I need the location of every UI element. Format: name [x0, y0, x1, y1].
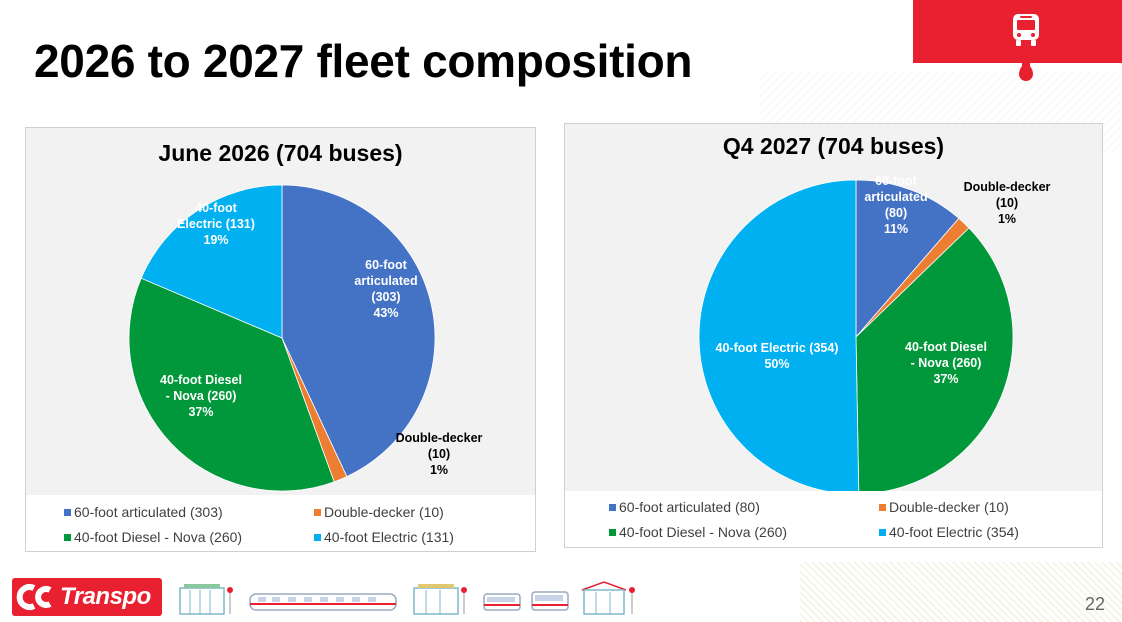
legend-swatch: [879, 528, 886, 536]
legend-label: 60-foot articulated (80): [619, 499, 760, 515]
station-icon: [179, 584, 233, 615]
legend-swatch: [64, 508, 71, 516]
legend-item-40-foot-electric: 40-foot Electric (354): [879, 524, 1109, 540]
train-icon: [249, 593, 397, 611]
legend-label: 60-foot articulated (303): [74, 504, 223, 520]
page-number: 22: [1085, 594, 1106, 614]
pie-slice-40-foot-electric: [140, 184, 283, 339]
pie-chart: 60-foot articulated (80) 11% Double-decker (1…: [698, 174, 1051, 495]
legend-label: 40-foot Electric (354): [889, 524, 1019, 540]
data-label-double-decker: Double-decker (10) 1%: [396, 431, 483, 477]
legend-item-double-decker: Double-decker (10): [879, 499, 1109, 515]
legend-swatch: [64, 533, 71, 541]
chart-panel-june-2026: June 2026 (704 buses) 60-foot articulated…: [25, 127, 536, 552]
bus-icon: [483, 593, 521, 611]
legend-swatch: [314, 508, 321, 516]
pie-slice-40-foot-diesel-nova: [855, 227, 1014, 495]
data-label-60-foot-articulated: 60-foot articulated (80) 11%: [864, 174, 927, 236]
legend-item-60-foot-articulated: 60-foot articulated (303): [64, 504, 314, 520]
station-icon: [581, 581, 635, 615]
legend-area: [565, 491, 1102, 547]
data-label-40-foot-electric: 40-foot Electric (354) 50%: [716, 341, 839, 371]
legend-swatch: [314, 533, 321, 541]
legend-label: Double-decker (10): [324, 504, 444, 520]
bus-icon: [1013, 14, 1039, 46]
legend-label: 40-foot Diesel - Nova (260): [619, 524, 788, 540]
data-label-40-foot-diesel-nova: 40-foot Diesel - Nova (260) 37%: [160, 373, 242, 419]
pie-chart: 60-foot articulated (303) 43% Double-decker(…: [128, 184, 483, 492]
chart-title: Q4 2027 (704 buses): [722, 133, 945, 159]
data-label-40-foot-diesel-nova: 40-foot Diesel - Nova (260) 37%: [905, 340, 987, 386]
legend-item-double-decker: Double-decker (10): [314, 504, 544, 520]
banner-drop-icon: [1019, 60, 1033, 81]
data-label-60-foot-articulated: 60-foot articulated (303) 43%: [354, 258, 417, 320]
legend-item-60-foot-articulated: 60-foot articulated (80): [609, 499, 879, 515]
bus-icon: [531, 591, 569, 611]
data-label-double-decker: Double-decker (10) 1%: [964, 180, 1051, 226]
pie-slice-60-foot-articulated: [281, 184, 436, 478]
chart-legend: 60-foot articulated (80) Double-decker (1…: [609, 499, 1109, 540]
page-title: 2026 to 2027 fleet composition: [34, 35, 693, 87]
logo-text: Transpo: [60, 583, 151, 610]
pie-slice-60-foot-articulated: [855, 179, 960, 339]
legend-swatch: [879, 503, 886, 511]
chart-legend: 60-foot articulated (303) Double-decker (…: [64, 504, 544, 545]
legend-label: Double-decker (10): [889, 499, 1009, 515]
data-label-40-foot-electric: 40-foot Electric (131) 19%: [177, 201, 255, 247]
footer-texture: [800, 562, 1122, 622]
legend-label: 40-foot Electric (131): [324, 529, 454, 545]
legend-item-40-foot-electric: 40-foot Electric (131): [314, 529, 544, 545]
oc-logo-icon: [16, 584, 52, 610]
legend-item-40-foot-diesel-nova: 40-foot Diesel - Nova (260): [64, 529, 314, 545]
legend-area: [26, 495, 535, 551]
legend-swatch: [609, 528, 616, 536]
legend-swatch: [609, 503, 616, 511]
station-icon: [413, 584, 467, 615]
chart-panel-q4-2027: Q4 2027 (704 buses) 60-foot articulated (8…: [564, 123, 1103, 548]
oc-transpo-logo: Transpo: [12, 578, 162, 616]
legend-item-40-foot-diesel-nova: 40-foot Diesel - Nova (260): [609, 524, 879, 540]
pie-slice-40-foot-electric: [698, 179, 860, 495]
legend-label: 40-foot Diesel - Nova (260): [74, 529, 243, 545]
chart-title: June 2026 (704 buses): [158, 140, 403, 166]
pie-slice-40-foot-diesel-nova: [128, 277, 335, 492]
